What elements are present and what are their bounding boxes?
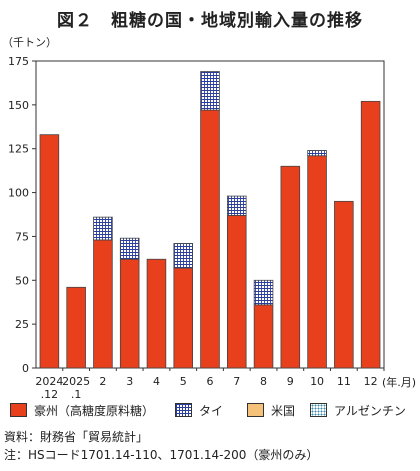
bar-thai [307, 150, 327, 157]
x-tick-label: 6 [207, 375, 214, 388]
bar-thai [173, 243, 194, 269]
y-tick-label: 50 [15, 274, 29, 287]
bar-aus [93, 239, 113, 369]
x-tick-label: 10 [310, 375, 324, 388]
bar-aus [360, 100, 381, 369]
x-tick-label: 4 [153, 375, 160, 388]
legend-label-argentina: アルゼンチン [334, 403, 406, 418]
legend-swatch-thailand [175, 403, 192, 417]
bar-aus [173, 267, 194, 369]
bar-thai [93, 216, 113, 241]
bar-thai [119, 237, 140, 260]
x-tick-label: 12 [364, 375, 378, 388]
legend: 豪州（高糖度原料糖） タイ 米国 アルゼンチン [10, 402, 420, 420]
bar-aus [226, 214, 247, 369]
bar-aus [66, 286, 86, 369]
bar-thai [253, 279, 274, 306]
y-tick-label: 0 [22, 362, 29, 375]
y-tick-label: 125 [8, 143, 29, 156]
legend-swatch-argentina [310, 403, 327, 417]
legend-item-argentina: アルゼンチン [310, 402, 406, 418]
x-tick-sublabel: .1 [71, 388, 82, 400]
y-axis-label: （千トン） [2, 36, 57, 49]
bar-thai [226, 195, 247, 216]
bar-chart: （千トン） (年.月) 02550751001251501752024.1220… [2, 36, 416, 400]
x-tick-label: 9 [287, 375, 294, 388]
x-tick-label: 11 [337, 375, 351, 388]
y-tick-label: 150 [8, 99, 29, 112]
bar-aus [146, 258, 167, 369]
legend-label-usa: 米国 [271, 403, 296, 418]
x-tick-label: 2024 [35, 375, 63, 388]
bar-aus [334, 200, 354, 369]
notes: 資料：財務省「貿易統計」 注：HSコード1701.14-110、1701.14-… [4, 428, 318, 464]
footnote: 注：HSコード1701.14-110、1701.14-200（豪州のみ） [4, 448, 319, 462]
bar-aus [253, 304, 274, 369]
x-tick-label: 2 [99, 375, 106, 388]
x-tick-label: 8 [260, 375, 267, 388]
bar-aus [280, 165, 301, 369]
x-tick-label: 2025 [62, 375, 90, 388]
legend-label-thailand: タイ [199, 403, 224, 418]
bar-aus [39, 134, 60, 369]
x-tick-label: 3 [126, 375, 133, 388]
source-note: 資料：財務省「貿易統計」 [4, 430, 149, 444]
bar-aus [307, 155, 327, 369]
bar-aus [200, 109, 220, 369]
legend-swatch-australia [10, 403, 27, 417]
y-tick-label: 175 [8, 55, 29, 68]
legend-item-australia: 豪州（高糖度原料糖） [10, 402, 154, 418]
bar-aus [119, 258, 140, 369]
legend-swatch-usa [247, 403, 264, 417]
x-tick-label: 5 [180, 375, 187, 388]
y-tick-label: 25 [15, 318, 29, 331]
legend-label-australia: 豪州（高糖度原料糖） [34, 403, 155, 418]
legend-item-thailand: タイ [175, 402, 223, 418]
y-tick-label: 100 [8, 187, 29, 200]
x-axis-label: (年.月) [382, 375, 416, 389]
y-tick-label: 75 [15, 230, 29, 243]
x-tick-label: 7 [233, 375, 240, 388]
chart-title: 図２ 粗糖の国・地域別輸入量の推移 [57, 11, 363, 31]
bar-thai [200, 71, 220, 111]
legend-item-usa: 米国 [247, 402, 295, 418]
x-tick-sublabel: .12 [41, 388, 59, 400]
